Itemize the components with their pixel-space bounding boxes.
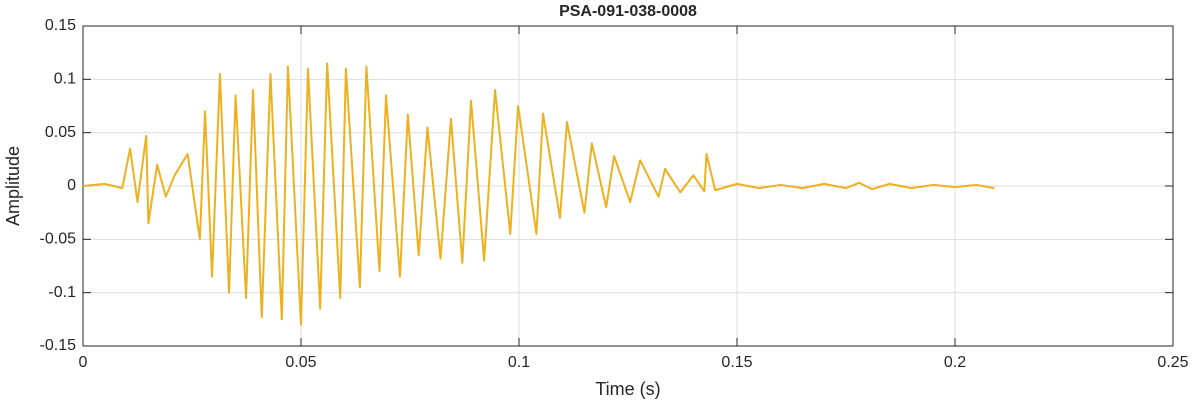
y-tick-label: 0.05: [45, 124, 76, 141]
y-tick-label: 0: [67, 177, 76, 194]
y-tick-label: 0.15: [45, 17, 76, 34]
x-tick-label: 0.2: [944, 354, 966, 371]
waveform-line: [82, 62, 995, 326]
x-tick-label: 0.25: [1157, 354, 1188, 371]
y-tick-label: -0.15: [40, 337, 77, 354]
x-axis-label: Time (s): [595, 379, 660, 399]
y-axis-label: Amplitude: [3, 146, 23, 226]
y-tick-label: -0.1: [48, 284, 76, 301]
y-tick-label: -0.05: [40, 231, 77, 248]
x-tick-label: 0.05: [285, 354, 316, 371]
x-tick-label: 0.1: [508, 354, 530, 371]
x-tick-label: 0.15: [721, 354, 752, 371]
y-tick-label: 0.1: [54, 71, 76, 88]
chart-title: PSA-091-038-0008: [559, 3, 697, 20]
x-tick-label: 0: [79, 354, 88, 371]
